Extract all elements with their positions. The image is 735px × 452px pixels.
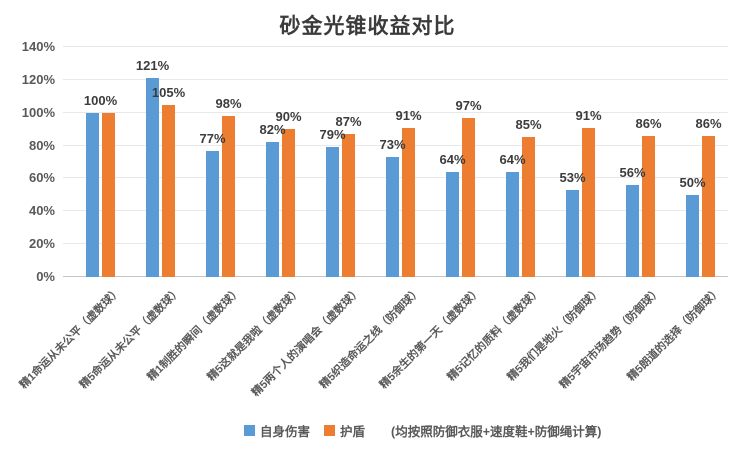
value-label: 87%	[335, 114, 362, 130]
y-axis-label: 40%	[28, 203, 55, 219]
bar-self-damage	[146, 78, 159, 277]
y-axis-label: 80%	[28, 137, 55, 153]
value-label: 90%	[275, 109, 302, 125]
legend-item-self-damage: 自身伤害	[244, 421, 310, 440]
bar-shield	[342, 134, 355, 277]
bar-self-damage	[446, 171, 459, 277]
bar-self-damage	[566, 189, 579, 277]
value-label: 73%	[379, 137, 406, 153]
gridline	[63, 46, 728, 47]
x-axis-label: 精5宇宙市场趋势（防御球）	[557, 285, 665, 392]
value-label: 53%	[559, 169, 586, 185]
y-axis-label: 60%	[28, 170, 55, 186]
value-label: 77%	[199, 130, 226, 146]
legend-label-shield: 护盾	[340, 425, 366, 439]
legend-swatch-self-damage-icon	[244, 425, 255, 436]
value-label: 91%	[575, 107, 602, 123]
value-label: 97%	[455, 97, 482, 113]
legend: 自身伤害 护盾 (均按照防御衣服+速度鞋+防御绳计算)	[244, 421, 601, 440]
bar-self-damage	[506, 171, 519, 277]
legend-label-self-damage: 自身伤害	[260, 425, 311, 439]
bar-self-damage	[86, 112, 99, 277]
gridline	[63, 144, 728, 146]
value-label: 86%	[635, 115, 662, 131]
x-axis-label: 精5织造命运之线（防御球）	[317, 285, 425, 392]
value-label: 85%	[515, 117, 542, 133]
bar-shield	[642, 135, 655, 277]
bar-shield	[522, 137, 535, 277]
bar-shield	[402, 127, 415, 277]
legend-note: (均按照防御衣服+速度鞋+防御绳计算)	[391, 425, 602, 439]
value-label: 86%	[695, 115, 722, 131]
value-label: 64%	[439, 151, 466, 167]
value-label: 82%	[259, 122, 286, 138]
bar-shield	[702, 135, 715, 277]
x-axis-label: 精5两个人的演唱会（虚数球）	[250, 285, 365, 400]
y-axis-label: 0%	[36, 269, 55, 284]
gridline	[63, 111, 728, 113]
bar-shield	[462, 117, 475, 277]
legend-item-shield: 护盾	[324, 421, 365, 440]
bar-shield	[282, 129, 295, 277]
value-label: 64%	[499, 151, 526, 167]
x-axis-label: 精1命运从未公平（虚数球）	[17, 285, 125, 392]
bar-shield	[222, 116, 235, 277]
value-label: 121%	[135, 58, 170, 74]
bar-self-damage	[626, 185, 639, 277]
gridline	[63, 78, 728, 80]
plot-area: 100% 121% 105% 77% 98% 82% 90% 79% 87% 73% 91% 64% 9…	[63, 46, 728, 277]
bar-self-damage	[206, 150, 219, 277]
bar-shield	[162, 104, 175, 277]
value-label: 100%	[83, 92, 118, 108]
bar-self-damage	[266, 142, 279, 277]
legend-swatch-shield-icon	[324, 425, 336, 436]
bar-self-damage	[686, 194, 699, 277]
x-axis-label: 精5命运从未公平（虚数球）	[77, 285, 185, 392]
y-axis-label: 140%	[21, 39, 55, 54]
y-axis-label: 120%	[21, 71, 55, 87]
value-label: 56%	[619, 165, 646, 180]
value-label: 98%	[215, 96, 242, 111]
bar-self-damage	[326, 147, 339, 277]
bar-shield	[582, 127, 595, 277]
bar-self-damage	[386, 157, 399, 277]
value-label: 79%	[319, 127, 346, 143]
value-label: 105%	[151, 84, 186, 100]
y-axis-label: 100%	[21, 104, 55, 120]
y-axis-label: 20%	[28, 236, 55, 252]
x-axis-label: 精5余生的第一天（虚数球）	[377, 285, 485, 392]
value-label: 50%	[679, 174, 706, 190]
value-label: 91%	[395, 107, 422, 123]
bar-shield	[102, 112, 115, 277]
chart-title: 砂金光锥收益对比	[279, 15, 456, 38]
